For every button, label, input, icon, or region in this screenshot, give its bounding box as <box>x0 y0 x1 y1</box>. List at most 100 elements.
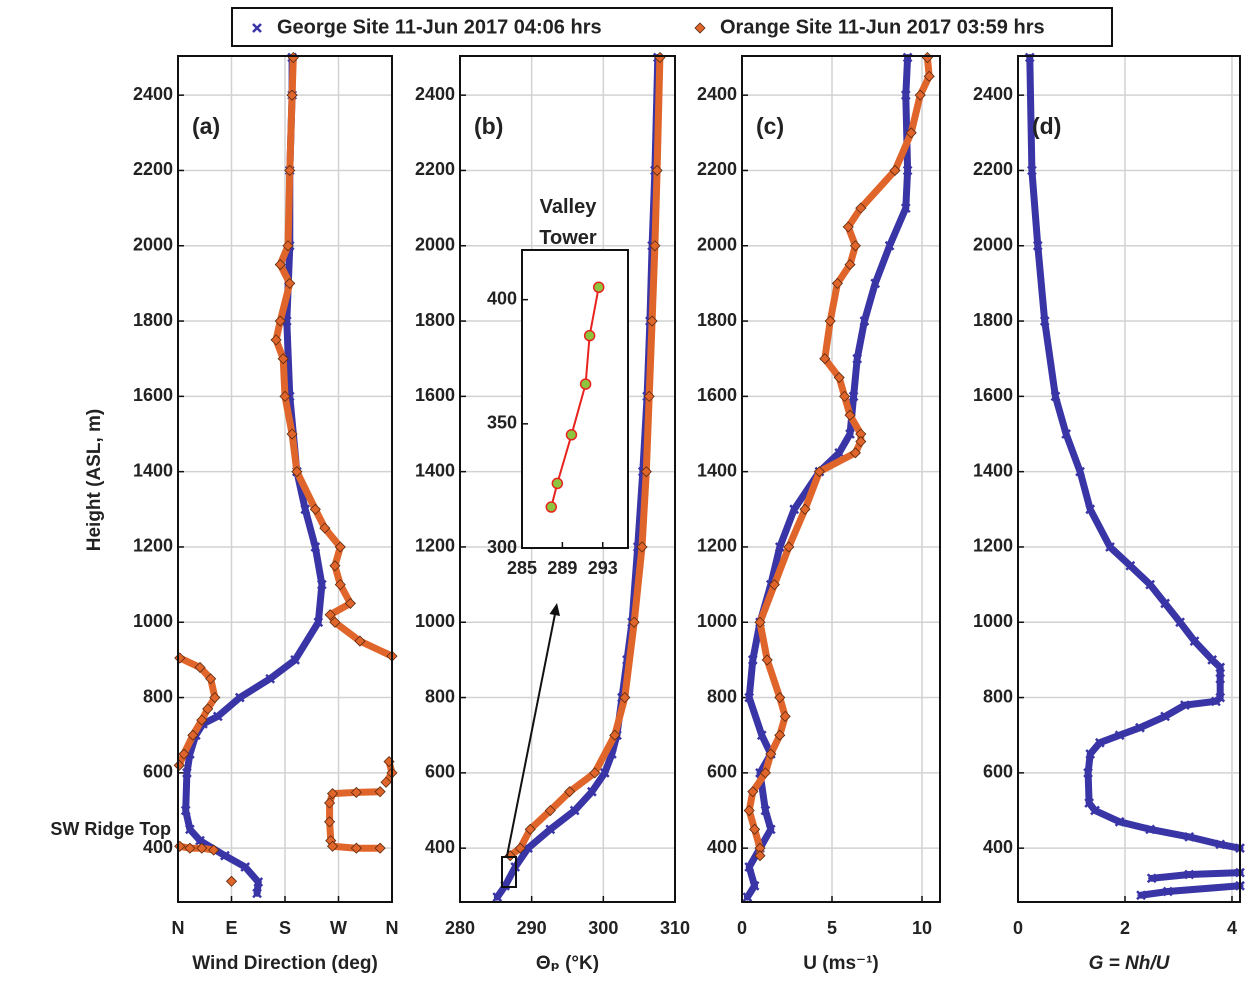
marker <box>1215 673 1226 684</box>
marker <box>326 788 339 800</box>
marker <box>282 240 294 252</box>
marker <box>1160 711 1170 722</box>
frame <box>1017 55 1241 903</box>
y-tick-label: 2000 <box>133 235 173 255</box>
marker <box>1207 655 1218 665</box>
marker <box>643 390 655 402</box>
marker <box>225 875 238 887</box>
marker <box>749 880 760 891</box>
x-axis-label: Θₚ (°K) <box>536 953 599 974</box>
marker <box>774 542 785 552</box>
marker <box>609 729 621 741</box>
panel: 4006008001000120014001600180020002200240… <box>697 51 941 974</box>
marker <box>350 786 362 799</box>
marker <box>234 692 245 703</box>
y-tick-label: 2400 <box>415 84 455 104</box>
marker <box>849 240 861 252</box>
marker <box>756 730 767 741</box>
y-tick-label: 800 <box>707 686 737 706</box>
marker <box>839 390 851 402</box>
marker <box>1175 617 1185 628</box>
marker <box>313 617 324 628</box>
y-tick-label: 2000 <box>973 235 1013 255</box>
marker <box>834 447 845 458</box>
marker <box>202 703 214 715</box>
marker <box>743 804 755 817</box>
y-tick-label: 1600 <box>415 385 455 405</box>
marker <box>1184 869 1195 880</box>
marker <box>565 429 578 441</box>
marker <box>1039 316 1050 326</box>
y-tick-label: 1200 <box>697 536 737 556</box>
marker <box>380 776 392 788</box>
y-tick-label: 600 <box>425 762 455 782</box>
marker <box>545 824 556 835</box>
y-tick-label: 2200 <box>973 159 1013 179</box>
marker <box>319 522 331 534</box>
marker <box>870 278 881 289</box>
marker <box>1050 391 1061 402</box>
x-tick-label: E <box>225 918 237 938</box>
y-tick-label: 1400 <box>697 460 737 480</box>
legend-box <box>231 7 1113 47</box>
marker <box>524 823 536 835</box>
marker <box>694 22 706 34</box>
marker <box>324 609 336 621</box>
x-tick-label: 4 <box>1227 918 1237 938</box>
frame <box>741 55 941 903</box>
marker <box>779 710 791 722</box>
marker <box>284 164 296 177</box>
x-tick-label: 10 <box>912 918 932 938</box>
marker <box>270 334 282 346</box>
panels: 4006008001000120014001600180020002200240… <box>50 51 1245 974</box>
x-tick-label: 285 <box>507 558 537 578</box>
marker <box>905 127 917 139</box>
marker <box>1094 737 1105 748</box>
y-tick-label: 1800 <box>133 310 173 330</box>
marker <box>628 616 640 628</box>
y-tick-label: 1200 <box>415 536 455 556</box>
marker <box>180 805 191 816</box>
marker <box>374 842 386 854</box>
marker <box>1061 429 1072 439</box>
y-tick-label: 1600 <box>697 385 737 405</box>
frame <box>459 55 676 903</box>
x-tick-label: 0 <box>737 918 747 938</box>
y-tick-label: 1800 <box>415 310 455 330</box>
x-tick-label: W <box>330 918 347 938</box>
marker <box>1114 730 1125 741</box>
panel: 4006008001000120014001600180020002200240… <box>973 52 1245 974</box>
marker <box>1084 798 1095 808</box>
marker <box>252 888 262 899</box>
marker <box>310 542 321 552</box>
marker <box>196 714 208 726</box>
marker <box>174 840 186 852</box>
marker <box>324 797 336 809</box>
marker <box>545 501 558 513</box>
marker <box>1215 662 1226 673</box>
marker <box>1162 886 1173 897</box>
y-tick-label: 2400 <box>973 84 1013 104</box>
y-tick-label: 1400 <box>973 460 1013 480</box>
x-axis-label: G = Nh/U <box>1089 953 1171 974</box>
series-line <box>745 54 933 860</box>
marker <box>205 673 217 685</box>
marker <box>252 23 262 33</box>
marker <box>194 661 206 674</box>
marker <box>1083 767 1093 778</box>
y-tick-label: 400 <box>983 837 1013 857</box>
marker <box>569 805 580 816</box>
x-tick-label: 290 <box>517 918 547 938</box>
marker <box>185 824 195 835</box>
y-tick-label: 600 <box>143 762 173 782</box>
marker <box>1125 560 1136 571</box>
panel-label: (c) <box>756 113 784 139</box>
marker <box>290 655 300 665</box>
marker <box>300 504 311 515</box>
marker <box>914 89 926 101</box>
x-tick-label: 280 <box>445 918 475 938</box>
marker <box>182 767 192 778</box>
marker <box>583 329 596 342</box>
marker <box>589 767 601 779</box>
